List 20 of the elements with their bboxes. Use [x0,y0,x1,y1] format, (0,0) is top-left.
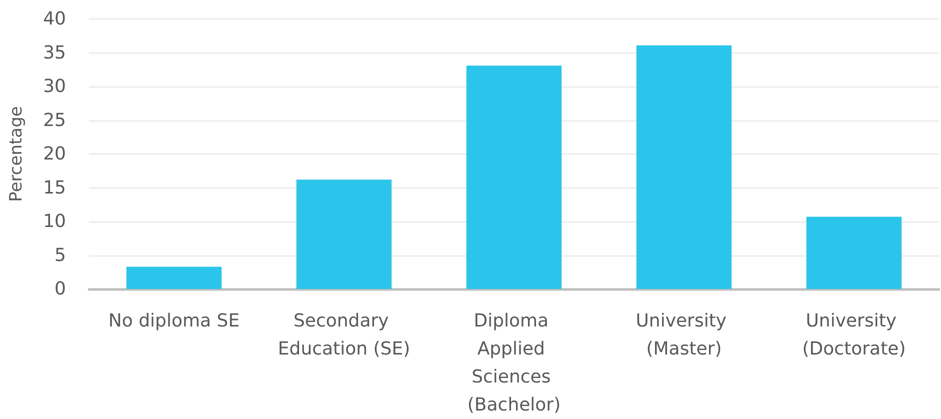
bar [126,266,222,289]
bar [806,216,902,289]
bar [636,45,732,289]
y-tick-label: 35 [43,42,66,64]
x-tick-label: No diploma SE [108,310,240,332]
y-tick-label: 30 [43,76,66,97]
y-tick-label: 15 [43,177,66,198]
y-tick-label: 5 [54,244,66,266]
y-tick-label: 25 [43,110,66,131]
y-tick-label: 40 [43,8,66,30]
x-tick-label: Diploma Applied Sciences (Bachelor) [467,310,561,416]
y-tick-label: 10 [43,211,66,232]
x-tick-label: University (Doctorate) [802,310,906,360]
bar [296,180,392,289]
bar [466,66,562,289]
x-tick-label: University (Master) [636,310,732,360]
y-axis-title: Percentage [6,106,26,202]
y-tick-label: 0 [54,278,66,300]
x-tick-label: Secondary Education (SE) [278,310,410,360]
y-tick-label: 20 [43,144,66,164]
